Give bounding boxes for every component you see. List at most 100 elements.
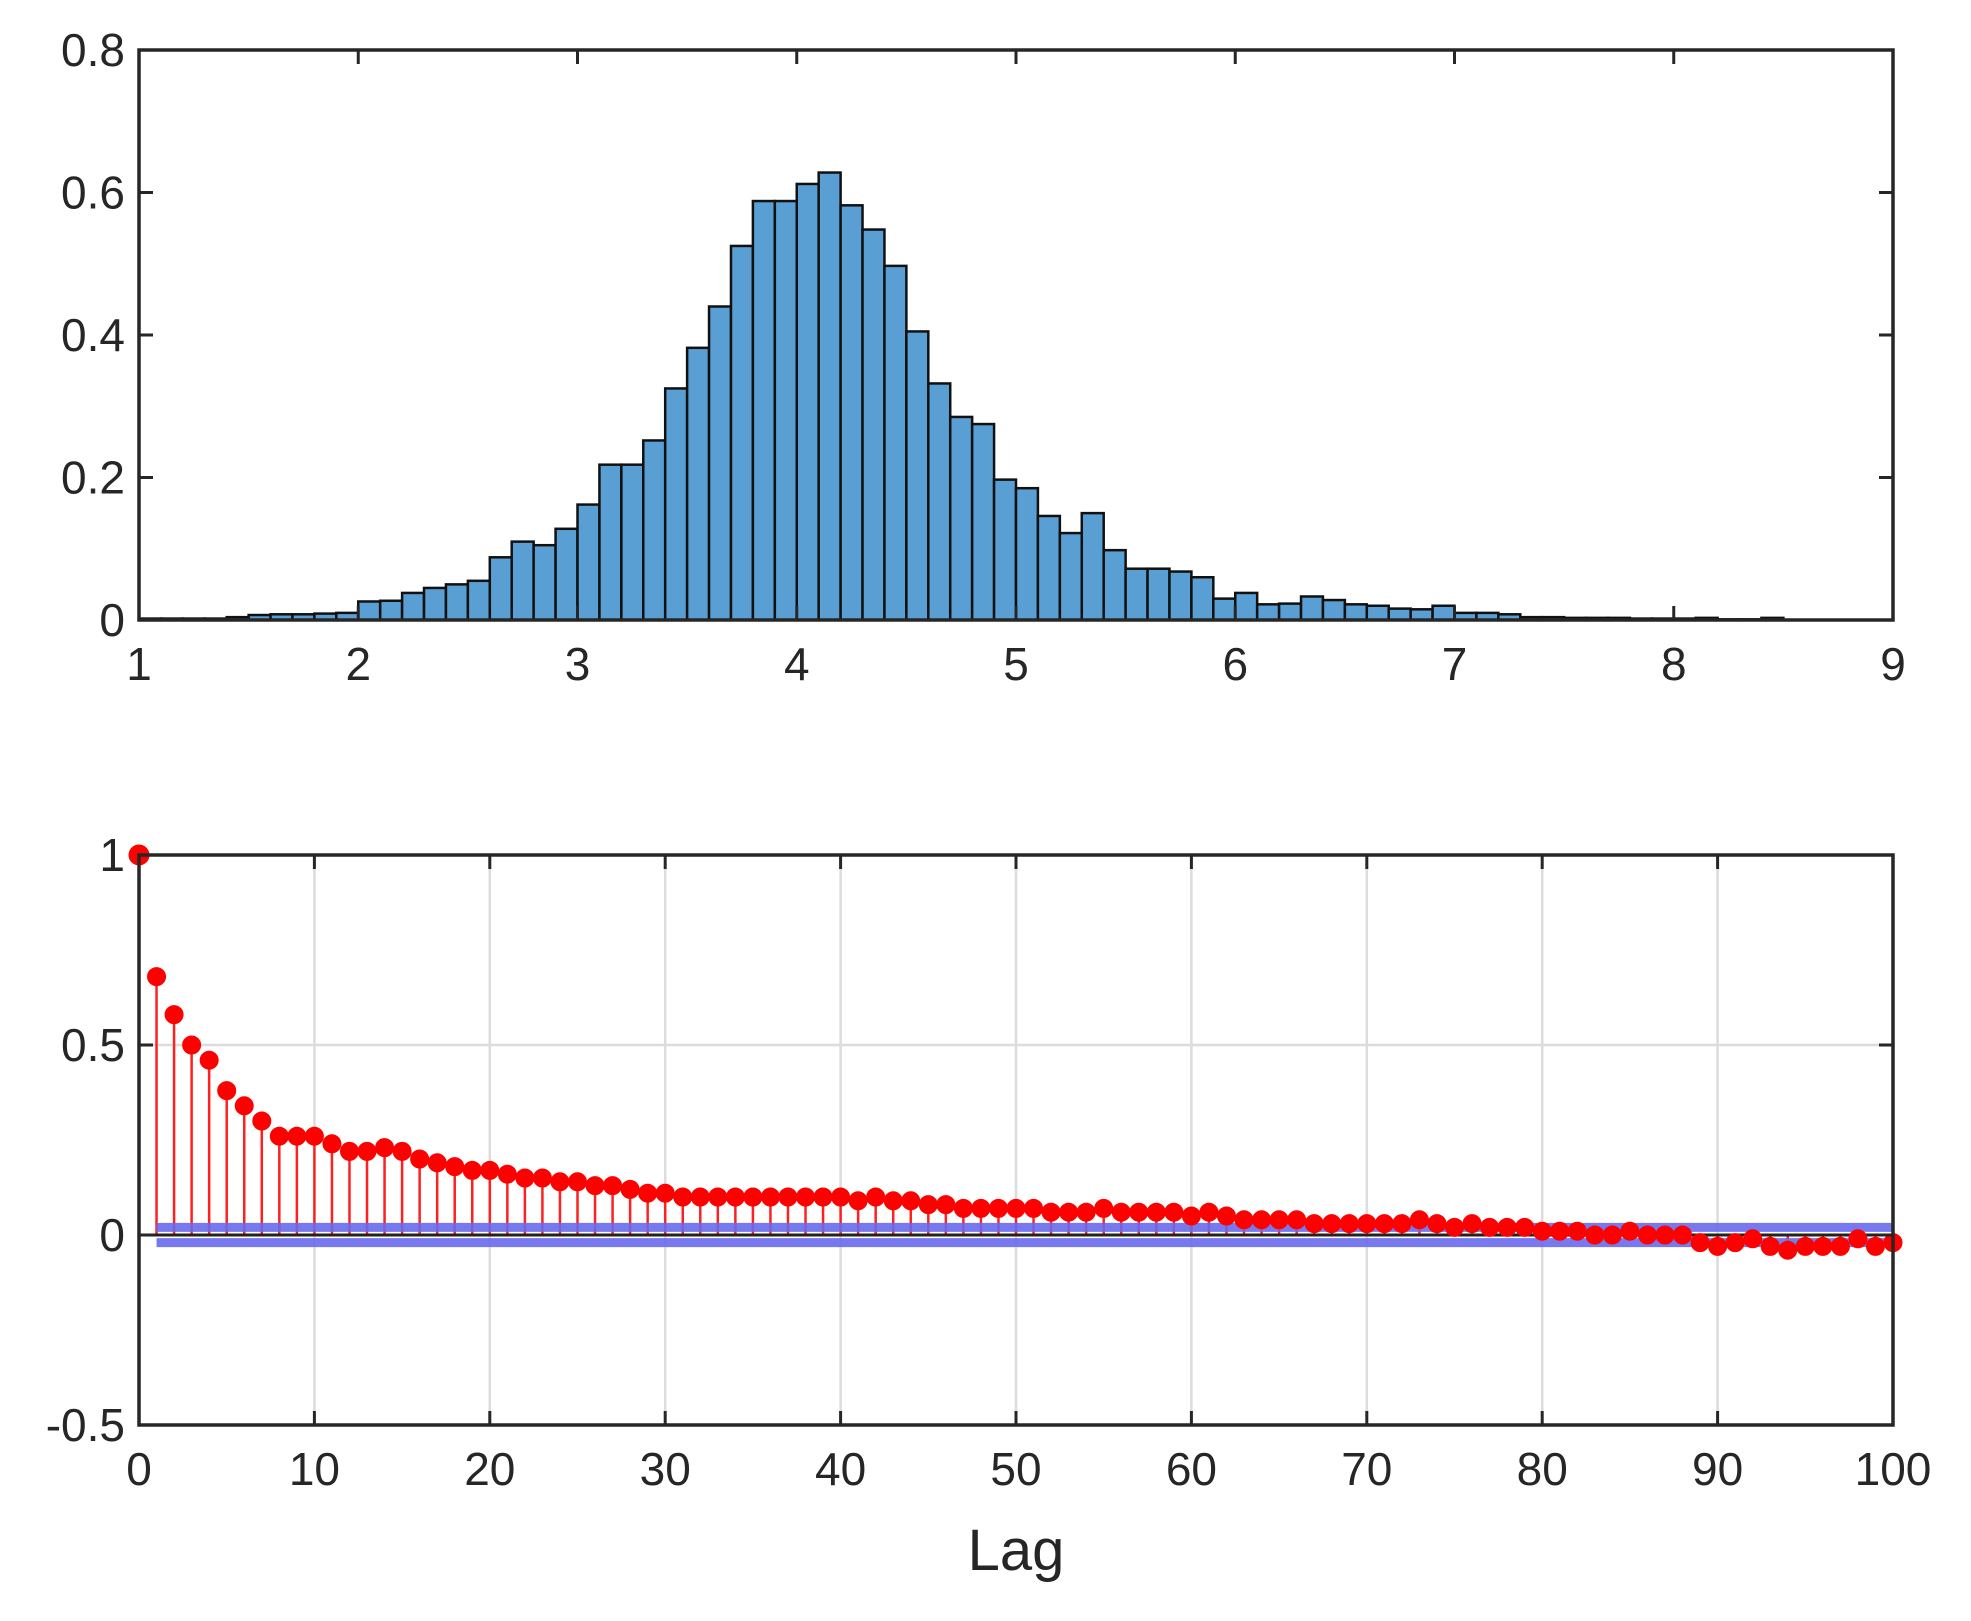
stem-marker (1830, 1236, 1850, 1256)
x-tick-label: 80 (1517, 1443, 1568, 1495)
stem-marker (936, 1195, 956, 1215)
stem-marker (339, 1141, 359, 1161)
histogram-bar (1343, 603, 1369, 622)
stem-marker (1848, 1229, 1868, 1249)
histogram-bar (620, 463, 645, 622)
stem-marker (1585, 1225, 1605, 1245)
histogram-bar (861, 228, 886, 622)
stem-marker (217, 1081, 237, 1101)
stem-marker (1550, 1221, 1570, 1241)
stem-marker (1567, 1221, 1587, 1241)
stem-marker (199, 1050, 219, 1070)
stem-marker (778, 1187, 798, 1207)
stem-marker (1322, 1214, 1342, 1234)
stem-marker (1778, 1240, 1798, 1260)
stem-marker (620, 1179, 640, 1199)
x-tick-label: 0 (126, 1443, 152, 1495)
stem-marker (1146, 1202, 1166, 1222)
stem-marker (883, 1191, 903, 1211)
histogram-bar (1321, 598, 1347, 622)
stem-marker (1129, 1202, 1149, 1222)
stem-marker (480, 1160, 500, 1180)
autocorrelation-ticks: 0 10 20 30 40 50 60 70 80 90 100-0.500.51 (46, 829, 1932, 1495)
stem-marker (690, 1187, 710, 1207)
stem-marker (269, 1126, 289, 1146)
autocorrelation-axes-box (137, 853, 1895, 1427)
stem-marker (708, 1187, 728, 1207)
histogram-bar (554, 527, 579, 622)
stem-marker (1480, 1217, 1500, 1237)
histogram-ticks: 1 2 3 4 5 6 7 8 9 0 0.2 0.4 0.6 0.8 (61, 24, 1906, 690)
histogram-bar (642, 439, 667, 622)
stem-marker (375, 1138, 395, 1158)
x-tick-label: 5 (1003, 638, 1029, 690)
x-tick-label: 50 (990, 1443, 1041, 1495)
x-tick-label: 70 (1341, 1443, 1392, 1495)
histogram-bar (1080, 511, 1105, 622)
histogram-bar (905, 330, 930, 622)
stem-marker (1515, 1217, 1535, 1237)
stem-marker (252, 1111, 272, 1131)
stem-marker (1795, 1236, 1815, 1256)
stem-marker (1269, 1210, 1289, 1230)
stem-marker (866, 1187, 886, 1207)
stem-marker (497, 1164, 517, 1184)
histogram-bar (773, 199, 799, 622)
histogram-bar (1146, 567, 1171, 622)
stem-marker (164, 1005, 184, 1025)
stem-marker (1094, 1198, 1114, 1218)
stem-marker (1865, 1236, 1885, 1256)
histogram-bar (1299, 595, 1325, 622)
x-tick-label: 60 (1166, 1443, 1217, 1495)
stem-marker (1024, 1198, 1044, 1218)
histogram-bars (137, 171, 1785, 622)
histogram-bar (948, 415, 974, 622)
histogram-bar (576, 503, 601, 622)
histogram-bar (883, 264, 908, 622)
x-tick-label: 20 (464, 1443, 515, 1495)
stem-marker (532, 1168, 552, 1188)
stem-marker (1076, 1202, 1096, 1222)
histogram-bar (970, 422, 996, 622)
x-tick-label: 100 (1855, 1443, 1932, 1495)
stem-marker (445, 1157, 465, 1177)
histogram-panel: 1 2 3 4 5 6 7 8 9 0 0.2 0.4 0.6 0.8 (61, 24, 1906, 690)
x-tick-label: 1 (126, 638, 152, 690)
histogram-axes-box (137, 48, 1895, 622)
histogram-bar (466, 579, 492, 622)
stem-marker (831, 1187, 851, 1207)
stem-marker (1532, 1221, 1552, 1241)
histogram-bar (1365, 604, 1390, 622)
stem-marker (182, 1035, 202, 1055)
histogram-bar (1212, 597, 1237, 622)
stem-marker (1462, 1214, 1482, 1234)
x-tick-label: 90 (1692, 1443, 1743, 1495)
x-tick-label: 9 (1880, 638, 1906, 690)
stem-marker (1602, 1225, 1622, 1245)
stem-marker (287, 1126, 307, 1146)
stem-marker (304, 1126, 324, 1146)
stem-marker (760, 1187, 780, 1207)
stem-marker (1743, 1229, 1763, 1249)
stem-marker (1655, 1225, 1675, 1245)
histogram-bar (1277, 602, 1303, 622)
stem-marker (410, 1149, 430, 1169)
x-tick-label: 10 (289, 1443, 340, 1495)
stem-marker (813, 1187, 833, 1207)
stem-marker (988, 1198, 1008, 1218)
stem-marker (1164, 1202, 1184, 1222)
stem-marker (1690, 1233, 1710, 1253)
stem-marker (1216, 1206, 1236, 1226)
stem-marker (901, 1191, 921, 1211)
stem-marker (1620, 1221, 1640, 1241)
histogram-bar (729, 244, 755, 622)
stem-marker (1059, 1202, 1079, 1222)
histogram-bar (839, 204, 864, 622)
histogram-bar (598, 463, 623, 622)
stem-marker (1199, 1202, 1219, 1222)
histogram-bar (1431, 604, 1456, 622)
autocorrelation-panel: 0 10 20 30 40 50 60 70 80 90 100-0.500.51 Lag (46, 829, 1932, 1583)
x-tick-label: 2 (345, 638, 371, 690)
histogram-bar (1190, 576, 1215, 622)
x-tick-label: 7 (1442, 638, 1468, 690)
